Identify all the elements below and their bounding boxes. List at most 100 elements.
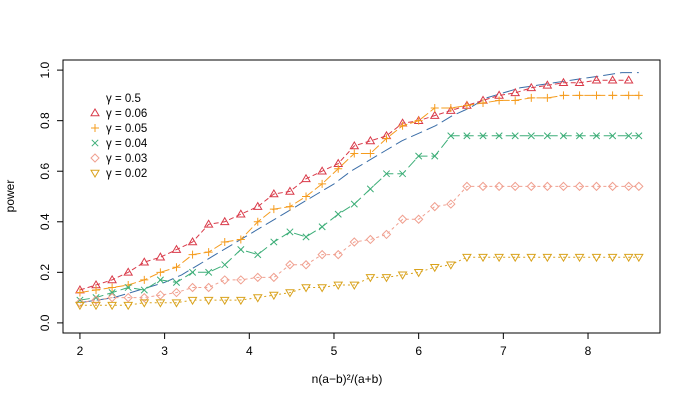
data-point — [607, 75, 618, 84]
data-point — [365, 135, 376, 145]
data-point — [155, 299, 166, 308]
data-point — [285, 186, 295, 195]
data-point — [254, 251, 262, 259]
data-point — [591, 75, 602, 84]
data-point — [413, 269, 424, 278]
y-tick-label: 0.4 — [38, 213, 52, 230]
data-point — [623, 181, 634, 192]
data-point — [479, 98, 488, 107]
data-point — [108, 289, 116, 297]
legend-label: γ = 0.04 — [106, 138, 148, 150]
data-point — [172, 263, 181, 272]
data-point — [318, 179, 327, 188]
data-point — [236, 275, 246, 285]
legend-item: γ = 0.5 — [106, 93, 141, 105]
data-point — [252, 201, 263, 210]
data-point — [609, 132, 617, 140]
data-point — [107, 301, 117, 311]
x-tick-label: 6 — [415, 344, 422, 358]
data-point — [445, 105, 456, 114]
data-point — [575, 132, 584, 140]
series-1 — [79, 72, 639, 304]
data-point — [413, 214, 424, 224]
data-point — [527, 93, 536, 102]
data-point — [478, 253, 488, 263]
data-point — [543, 93, 552, 102]
data-point — [526, 253, 537, 263]
data-point — [397, 271, 408, 280]
data-point — [527, 132, 535, 140]
data-point — [510, 87, 521, 97]
data-point — [107, 292, 117, 303]
series-line — [79, 72, 639, 304]
data-point — [219, 216, 230, 226]
data-point — [349, 281, 360, 290]
data-point — [140, 286, 148, 294]
data-point — [301, 260, 311, 270]
data-point — [156, 268, 165, 277]
y-tick-label: 1.0 — [38, 61, 52, 78]
data-point — [205, 268, 213, 276]
data-point — [253, 217, 262, 226]
data-point — [495, 132, 503, 140]
data-point — [624, 91, 633, 100]
x-tick-label: 5 — [331, 344, 338, 358]
data-point — [236, 235, 245, 244]
data-point — [462, 101, 471, 110]
data-point — [350, 200, 358, 208]
data-point — [494, 253, 504, 263]
data-point — [350, 149, 359, 158]
x-tick-label: 7 — [500, 344, 507, 358]
data-point — [382, 170, 391, 178]
series-line — [79, 94, 639, 294]
y-tick-label: 0.6 — [38, 163, 52, 180]
data-point — [463, 132, 471, 140]
data-point — [285, 260, 295, 270]
x-tick-label: 4 — [246, 344, 253, 358]
series-layer — [75, 72, 644, 311]
data-point — [381, 274, 392, 283]
data-point — [188, 250, 197, 259]
data-point — [574, 77, 585, 87]
series-2 — [75, 75, 634, 294]
data-point — [349, 237, 360, 247]
data-point — [171, 244, 182, 253]
data-point — [302, 233, 310, 241]
data-point — [462, 253, 472, 263]
data-point — [285, 289, 295, 298]
data-point — [633, 253, 644, 263]
data-point — [478, 181, 488, 192]
data-point — [542, 253, 553, 263]
data-point — [189, 268, 197, 276]
data-point — [187, 296, 198, 306]
data-point — [592, 91, 601, 100]
data-point — [446, 104, 455, 113]
data-point — [91, 301, 101, 311]
data-point — [623, 253, 634, 263]
data-point — [399, 170, 407, 178]
data-point — [559, 91, 568, 100]
data-point — [203, 282, 214, 293]
data-point — [510, 253, 521, 263]
data-point — [558, 77, 569, 87]
data-point — [462, 181, 472, 192]
data-point — [187, 237, 198, 246]
data-point — [591, 181, 602, 192]
data-point — [431, 152, 439, 160]
data-point — [510, 181, 520, 192]
data-point — [75, 297, 85, 308]
data-point — [171, 299, 182, 308]
data-point — [301, 284, 311, 293]
data-point — [607, 181, 618, 192]
series-line — [79, 79, 629, 291]
data-point — [268, 188, 279, 198]
x-tick-label: 8 — [585, 344, 592, 358]
y-axis-label: power — [3, 180, 17, 213]
data-point — [107, 274, 117, 284]
data-point — [139, 257, 150, 266]
data-point — [511, 96, 520, 105]
data-point — [123, 292, 133, 303]
data-point — [558, 181, 569, 192]
data-point — [495, 96, 504, 105]
data-point — [237, 246, 245, 254]
